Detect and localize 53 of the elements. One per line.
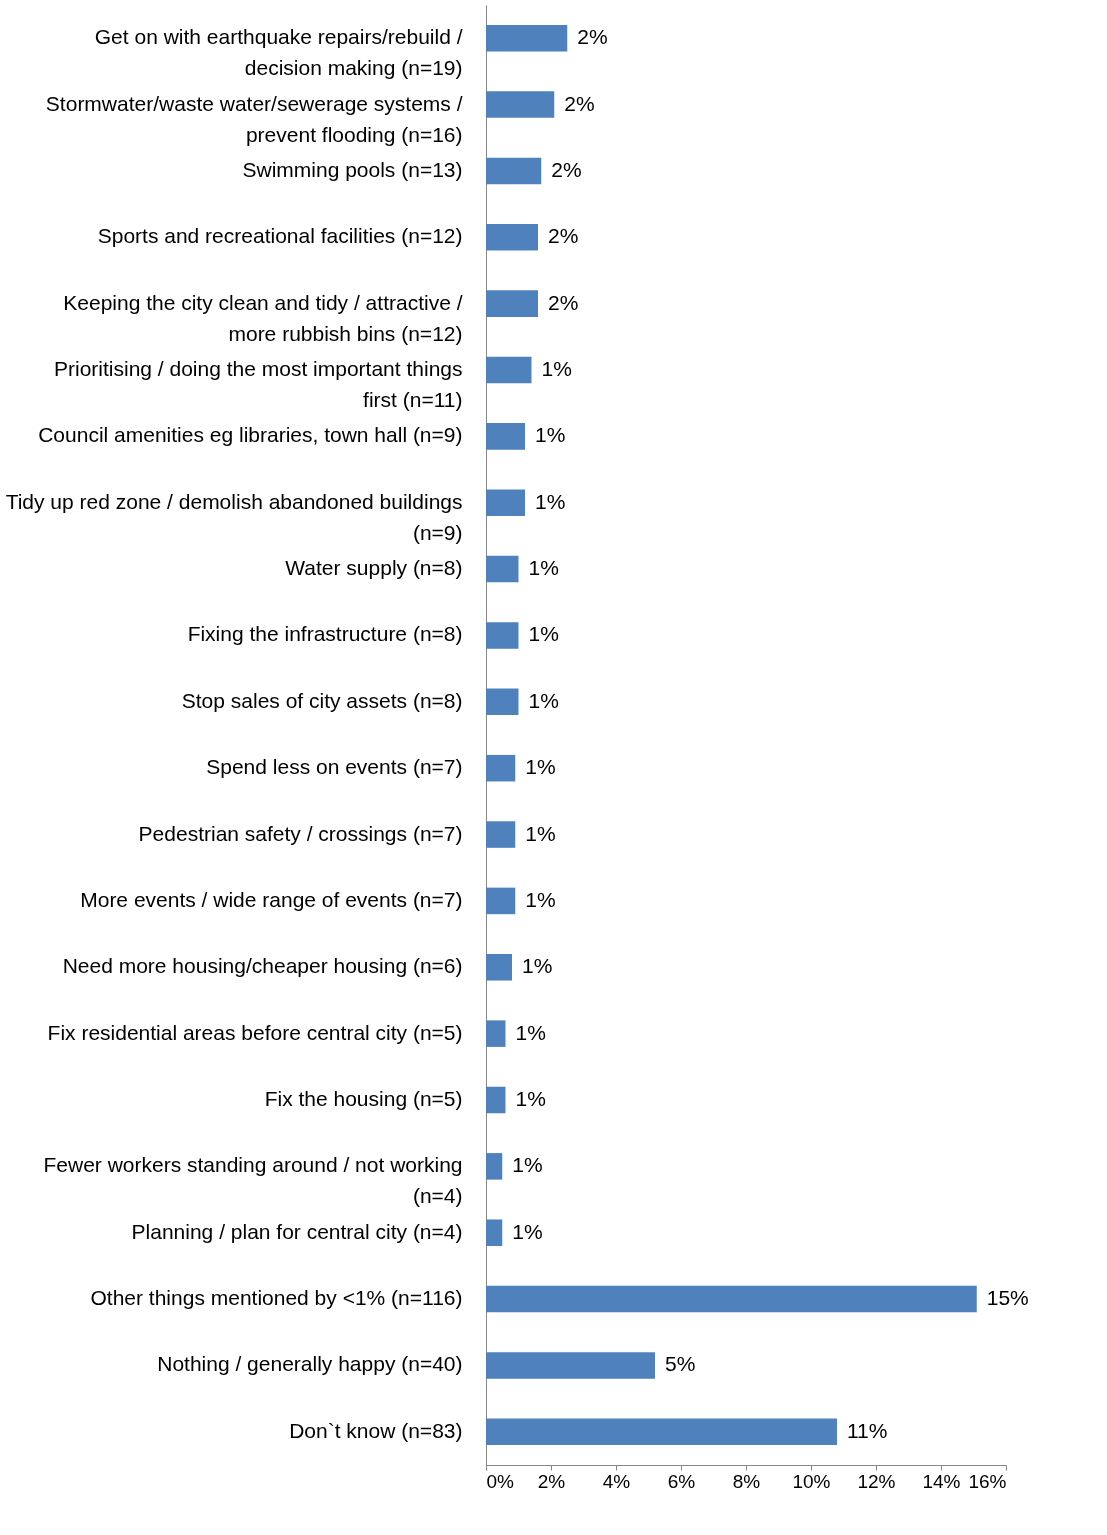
x-tick-label: 14% [922,1470,961,1492]
y-tick-label: Water supply (n=8) [285,556,463,580]
y-tick-label: Fewer workers standing around / not working (n=4) [43,1153,463,1208]
y-tick-label: Sports and recreational facilities (n=12) [97,224,463,248]
data-label: 1% [515,1020,546,1044]
data-label: 15% [986,1286,1029,1310]
x-tick-label: 16% [968,1470,1007,1492]
data-label: 1% [535,423,566,447]
x-tick-label: 12% [857,1470,896,1492]
data-label: 1% [512,1219,543,1243]
y-tick-label: Fix residential areas before central city (n=5) [47,1020,463,1044]
y-tick-label: Fixing the infrastructure (n=8) [187,622,463,646]
data-label: 5% [665,1352,696,1376]
x-tick-label: 0% [486,1470,515,1492]
y-tick-label: Prioritising / doing the most important things first (n=11) [53,357,463,411]
y-tick-label: Tidy up red zone / demolish abandoned buildings (n=9) [5,489,463,544]
data-label: 1% [515,1087,546,1110]
data-label: 2% [551,157,582,181]
y-tick-label: Get on with earthquake repairs/rebuild / decision making (n=19) [94,25,463,80]
y-tick-label: Swimming pools (n=13) [242,157,463,181]
y-tick-label: More events / wide range of events (n=7) [80,887,463,911]
y-tick-label: Stormwater/waste water/sewerage systems / prevent flooding (n=16) [45,91,463,146]
y-tick-label: Spend less on events (n=7) [206,755,463,779]
data-label: 1% [525,821,556,845]
y-tick-label: Other things mentioned by <1% (n=116) [90,1286,463,1310]
y-tick-label: Need more housing/cheaper housing (n=6) [62,954,463,978]
data-label: 2% [577,25,608,49]
data-label: 2% [548,224,579,248]
y-tick-label: Council amenities eg libraries, town hall (n=9) [38,423,463,447]
x-tick-label: 2% [537,1470,566,1492]
x-tick-label: 4% [602,1470,631,1492]
y-tick-label: Keeping the city clean and tidy / attractive / more rubbish bins (n=12) [63,290,463,345]
data-label: 2% [564,91,595,115]
y-tick-label: Stop sales of city assets (n=8) [181,688,463,712]
data-label: 2% [548,290,579,314]
y-tick-label: Pedestrian safety / crossings (n=7) [138,821,463,845]
data-label: 1% [525,755,556,779]
y-tick-label: Fix the housing (n=5) [264,1087,463,1110]
data-label: 1% [535,489,566,513]
y-tick-label: Don`t know (n=83) [289,1418,463,1442]
x-tick-label: 6% [667,1470,696,1492]
data-label: 1% [541,357,572,380]
data-label: 1% [525,887,556,911]
x-tick-label: 10% [792,1470,831,1492]
y-tick-label: Planning / plan for central city (n=4) [131,1219,463,1243]
data-label: 1% [528,688,559,712]
data-label: 1% [512,1153,543,1177]
y-tick-label: Nothing / generally happy (n=40) [157,1352,463,1376]
x-tick-label: 8% [732,1470,761,1492]
data-label: 1% [528,622,559,646]
data-label: 1% [522,954,553,978]
data-label: 11% [847,1418,888,1442]
data-label: 1% [528,556,559,580]
